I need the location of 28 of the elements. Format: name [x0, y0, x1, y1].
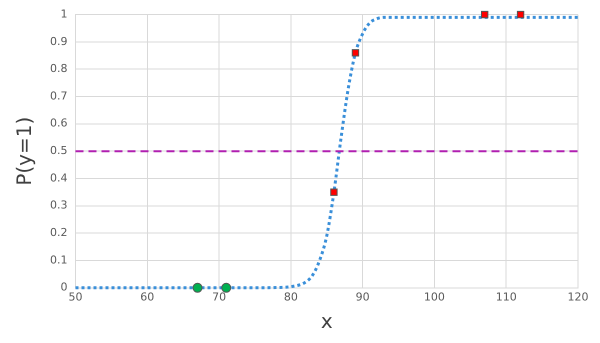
y-tick-label: 0.8 [50, 62, 68, 76]
y-tick-label: 0.6 [50, 116, 68, 130]
y-tick-label: 0.9 [50, 34, 68, 48]
y-tick-label: 0.7 [50, 89, 68, 102]
point [516, 10, 524, 18]
y-axis-title: P(y=1) [12, 116, 36, 186]
y-tick-label: 0 [60, 280, 68, 294]
x-axis-title: x [320, 309, 333, 334]
line-series [74, 16, 580, 290]
x-tick-label: 80 [284, 290, 298, 304]
x-tick-label: 100 [424, 290, 445, 304]
y-tick-label: 0.1 [50, 253, 68, 266]
y-tick-label: 0.4 [50, 171, 68, 184]
x-tick-label: 70 [212, 290, 226, 304]
point [352, 49, 360, 57]
point [221, 282, 232, 293]
y-tick-label: 0.3 [50, 198, 68, 212]
y-tick-label: 0.2 [50, 226, 68, 240]
x-tick-label: 50 [68, 290, 82, 304]
point [480, 10, 488, 18]
y-tick-label: 0.5 [50, 144, 68, 158]
x-tick-label: 90 [356, 290, 370, 304]
y-tick-label: 1 [60, 7, 68, 20]
x-tick-label: 60 [140, 290, 154, 304]
x-tick-label: 120 [568, 290, 588, 304]
point [330, 188, 338, 196]
x-tick-label: 110 [496, 290, 517, 304]
point [192, 282, 203, 293]
